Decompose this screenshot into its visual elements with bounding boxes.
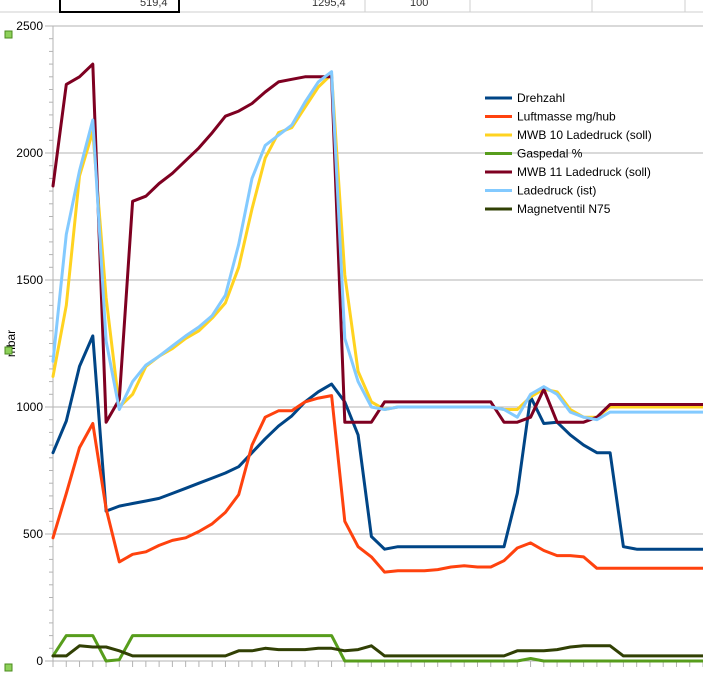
series-line: [51, 394, 703, 574]
series-line: [51, 634, 703, 663]
y-tick-label: 2500: [16, 19, 43, 33]
legend-label: MWB 11 Ladedruck (soll): [517, 165, 651, 179]
cell-value[interactable]: 1295,4: [312, 0, 346, 9]
legend-label: Drehzahl: [517, 91, 565, 105]
legend-label: Magnetventil N75: [517, 202, 611, 216]
series-line: [51, 72, 703, 419]
selected-cell: [59, 0, 180, 13]
y-tick-label: 2000: [16, 146, 43, 160]
legend-label: Luftmasse mg/hub: [517, 110, 616, 124]
cell-value[interactable]: 519,4: [140, 0, 168, 9]
series-line: [51, 644, 703, 658]
y-tick-label: 500: [23, 527, 43, 541]
cell-value[interactable]: 100: [410, 0, 429, 9]
spreadsheet-row: 519,4 1295,4 100: [0, 0, 703, 12]
y-tick-label: 1000: [16, 400, 43, 414]
resize-handle: [4, 346, 13, 355]
y-tick-label: 1500: [16, 273, 43, 287]
resize-handle: [4, 30, 13, 39]
series-line: [51, 70, 703, 422]
legend-label: Ladedruck (ist): [517, 184, 596, 198]
series-line: [51, 334, 703, 551]
y-tick-label: 0: [36, 654, 43, 668]
resize-handle: [4, 663, 13, 672]
legend-label: Gaspedal %: [517, 147, 583, 161]
legend-label: MWB 10 Ladedruck (soll): [517, 128, 652, 142]
